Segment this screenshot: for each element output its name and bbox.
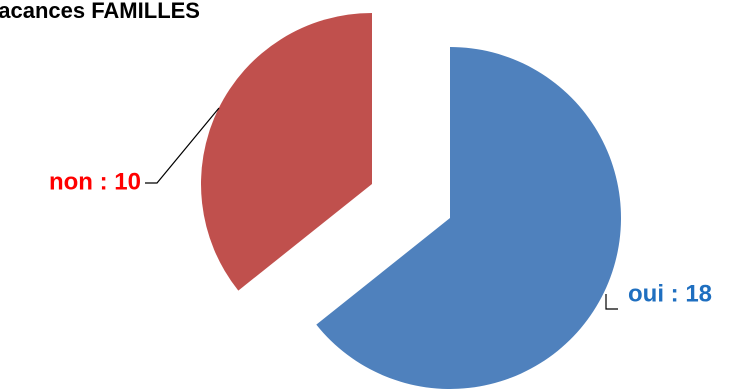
slice-label-oui: oui : 18	[628, 280, 712, 307]
slice-label-non: non : 10	[49, 168, 141, 195]
leader-line-oui	[605, 294, 618, 310]
pie-slice-non	[201, 13, 372, 291]
leader-line-non	[145, 107, 220, 184]
pie-slice-oui	[316, 47, 622, 389]
slice-labels: oui : 18 non : 10	[49, 168, 712, 307]
pie-slices	[201, 13, 622, 389]
chart-title: vacances FAMILLES	[0, 0, 200, 23]
leader-lines	[145, 107, 618, 310]
